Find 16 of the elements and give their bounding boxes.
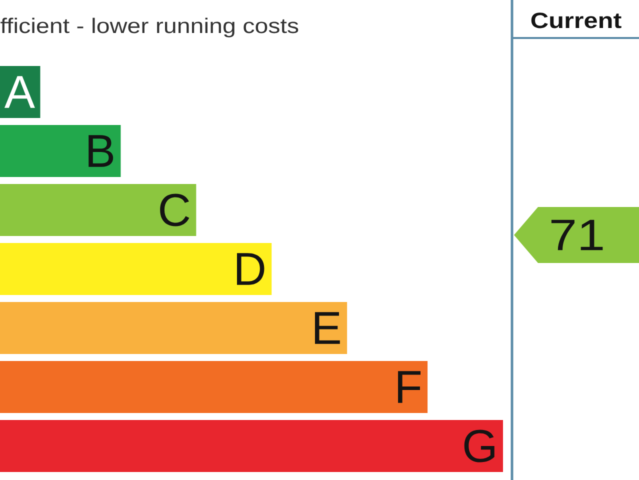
y-tick-label: D (236, 253, 264, 285)
bar (0, 243, 272, 296)
y-tick-label: C (160, 194, 190, 226)
bar (0, 125, 121, 178)
y-tick-label: G (464, 430, 494, 462)
y-tick-label: F (398, 371, 421, 403)
y-tick-label: B (88, 135, 114, 167)
chart-title: fficient - lower running costs (0, 18, 298, 38)
bar (0, 302, 348, 354)
y-tick-label: A (4, 76, 35, 108)
y-tick-label: E (314, 312, 340, 344)
text: 71 (551, 220, 603, 250)
bar (0, 420, 504, 472)
bar (0, 184, 196, 236)
bar (0, 361, 428, 414)
text: Current (531, 12, 622, 28)
